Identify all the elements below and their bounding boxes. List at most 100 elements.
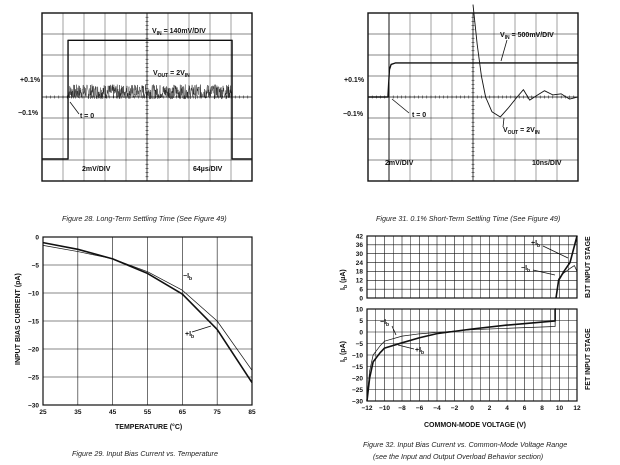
fig32-bjt-stage-label: BJT INPUT STAGE (585, 236, 592, 298)
fig29-plus-ib-arrow (191, 325, 212, 333)
fig28-minus-label: −0.1% (18, 110, 39, 117)
fig31-caption: Figure 31. 0.1% Short-Term Settling Time… (376, 214, 560, 223)
fig28-vout-label: VOUT = 2VIN (153, 70, 190, 79)
fig29-minus-ib-label: −Ib (183, 273, 192, 282)
fig32-y-tick-label: −25 (352, 387, 363, 394)
fig32-bjt-minus-ib-label: −Ib (521, 265, 530, 274)
fig32-y-tick-label: −5 (356, 341, 364, 348)
fig31-plus-label: +0.1% (344, 77, 365, 84)
fig32-x-tick-label: 2 (488, 405, 492, 412)
fig29-x-tick-label: 55 (144, 409, 152, 416)
fig29-y-tick-label: −15 (28, 319, 39, 326)
fig29-y-tick-label: −25 (28, 375, 39, 382)
fig29-plus-ib-label: +Ib (185, 331, 194, 340)
fig28-t0-label: t = 0 (80, 113, 94, 120)
fig29-y-tick-label: −20 (28, 347, 39, 354)
fig32-fet-minus-ib-line (366, 308, 556, 399)
fig32-fet-stage-label: FET INPUT STAGE (585, 328, 592, 390)
fig32-x-tick-label: −4 (433, 405, 441, 412)
fig29-plus-ib-line (42, 241, 253, 384)
fig28-vin-trace (42, 39, 252, 160)
fig32-y-tick-label: 42 (356, 233, 364, 240)
fig32-x-tick-label: 12 (573, 405, 581, 412)
fig32-fet-plus-ib-label: +Ib (415, 347, 424, 356)
fig32-x-tick-label: 10 (556, 405, 564, 412)
fig32-y-tick-label: 5 (359, 318, 363, 325)
fig28-caption: Figure 28. Long-Term Settling Time (See … (62, 214, 227, 223)
fig31-vout-arrow (502, 117, 505, 128)
fig32-x-tick-label: −2 (451, 405, 459, 412)
fig32-y-tick-label: 18 (356, 269, 364, 276)
fig32-x-tick-label: 0 (470, 405, 474, 412)
fig29-x-tick-label: 75 (214, 409, 222, 416)
fig32-caption-subtitle: (see the Input and Output Overload Behav… (373, 452, 543, 461)
fig28-frame (41, 12, 253, 182)
fig31-vin-trace (368, 62, 578, 98)
fig32-y-tick-label: 6 (359, 286, 363, 293)
fig32-top-ylabel: Ib (µA) (340, 269, 349, 290)
fig29-x-tick-label: 45 (109, 409, 117, 416)
fig29-y-tick-label: −10 (28, 291, 39, 298)
fig28-vscale: 2mV/DIV (82, 166, 111, 173)
fig28-vin-label: VIN = 140mV/DIV (152, 28, 206, 37)
fig32-y-tick-label: −30 (352, 398, 363, 405)
fig32-x-tick-label: −8 (398, 405, 406, 412)
figure-28-scope-plot (41, 12, 253, 182)
fig32-x-tick-label: −12 (361, 405, 372, 412)
fig31-minus-label: −0.1% (343, 111, 364, 118)
fig29-caption: Figure 29. Input Bias Current vs. Temper… (72, 449, 218, 458)
fig32-caption: Figure 32. Input Bias Current vs. Common… (363, 440, 567, 449)
fig32-y-tick-label: 24 (356, 260, 364, 267)
fig32-y-tick-label: −10 (352, 352, 363, 359)
fig32-frame (366, 308, 578, 402)
fig32-x-tick-label: −10 (379, 405, 390, 412)
fig32-y-tick-label: 10 (356, 306, 364, 313)
fig32-bottom-ylabel: Ib (pA) (340, 341, 349, 362)
fig32-bjt-plus-ib-label: +Ib (531, 240, 540, 249)
fig29-y-tick-label: −30 (28, 403, 39, 410)
figure-31-scope-plot (367, 4, 579, 182)
fig28-vout-trace (67, 84, 233, 100)
fig32-x-tick-label: −6 (416, 405, 424, 412)
fig32-xlabel: COMMON-MODE VOLTAGE (V) (424, 422, 526, 429)
fig31-vout-label: VOUT = 2VIN (503, 127, 540, 136)
fig29-x-tick-label: 35 (74, 409, 82, 416)
fig32-bjt-minus-ib-line (555, 265, 578, 299)
fig31-vout-trace (472, 4, 579, 118)
fig31-vin-arrow (500, 39, 508, 62)
fig28-hscale: 64µs/DIV (193, 166, 223, 173)
fig32-bjt-plus-ib-arrow (542, 245, 569, 259)
fig32-fet-minus-ib-label: −Ib (380, 319, 389, 328)
fig29-ylabel: INPUT BIAS CURRENT (pA) (15, 273, 22, 365)
fig28-t0-arrow (69, 101, 80, 115)
fig32-y-tick-label: 0 (359, 329, 363, 336)
fig32-y-tick-label: −15 (352, 364, 363, 371)
fig32-y-tick-label: −20 (352, 375, 363, 382)
figure-29-chart: 25 35 45 55 65 75 85 0 −5 −10 −15 −20 −25 −30 (28, 235, 256, 417)
fig32-y-tick-label: 0 (359, 295, 363, 302)
fig31-t0-arrow (391, 98, 410, 114)
fig32-y-tick-label: 30 (356, 251, 364, 258)
fig31-t0-label: t = 0 (412, 112, 426, 119)
fig32-y-tick-label: 12 (356, 278, 364, 285)
fig32-x-tick-label: 6 (523, 405, 527, 412)
fig32-bjt-minus-ib-arrow (532, 269, 556, 276)
fig29-x-tick-label: 65 (179, 409, 187, 416)
fig32-x-tick-label: 4 (505, 405, 509, 412)
fig31-vin-label: VIN = 500mV/DIV (500, 32, 554, 41)
fig29-minus-ib-line (42, 245, 253, 371)
fig28-plus-label: +0.1% (20, 77, 41, 84)
fig29-y-tick-label: −5 (32, 263, 40, 270)
fig32-x-tick-label: 8 (540, 405, 544, 412)
fig29-frame (42, 236, 253, 406)
fig32-frame (366, 235, 578, 299)
fig29-x-tick-label: 25 (39, 409, 47, 416)
fig32-fet-minus-ib-arrow (391, 325, 397, 336)
fig32-fet-plus-ib-arrow (397, 344, 415, 350)
fig29-x-tick-label: 85 (248, 409, 256, 416)
fig29-xlabel: TEMPERATURE (°C) (115, 423, 182, 431)
fig32-y-tick-label: 36 (356, 242, 364, 249)
fig32-bjt-plus-ib-line (555, 235, 578, 299)
